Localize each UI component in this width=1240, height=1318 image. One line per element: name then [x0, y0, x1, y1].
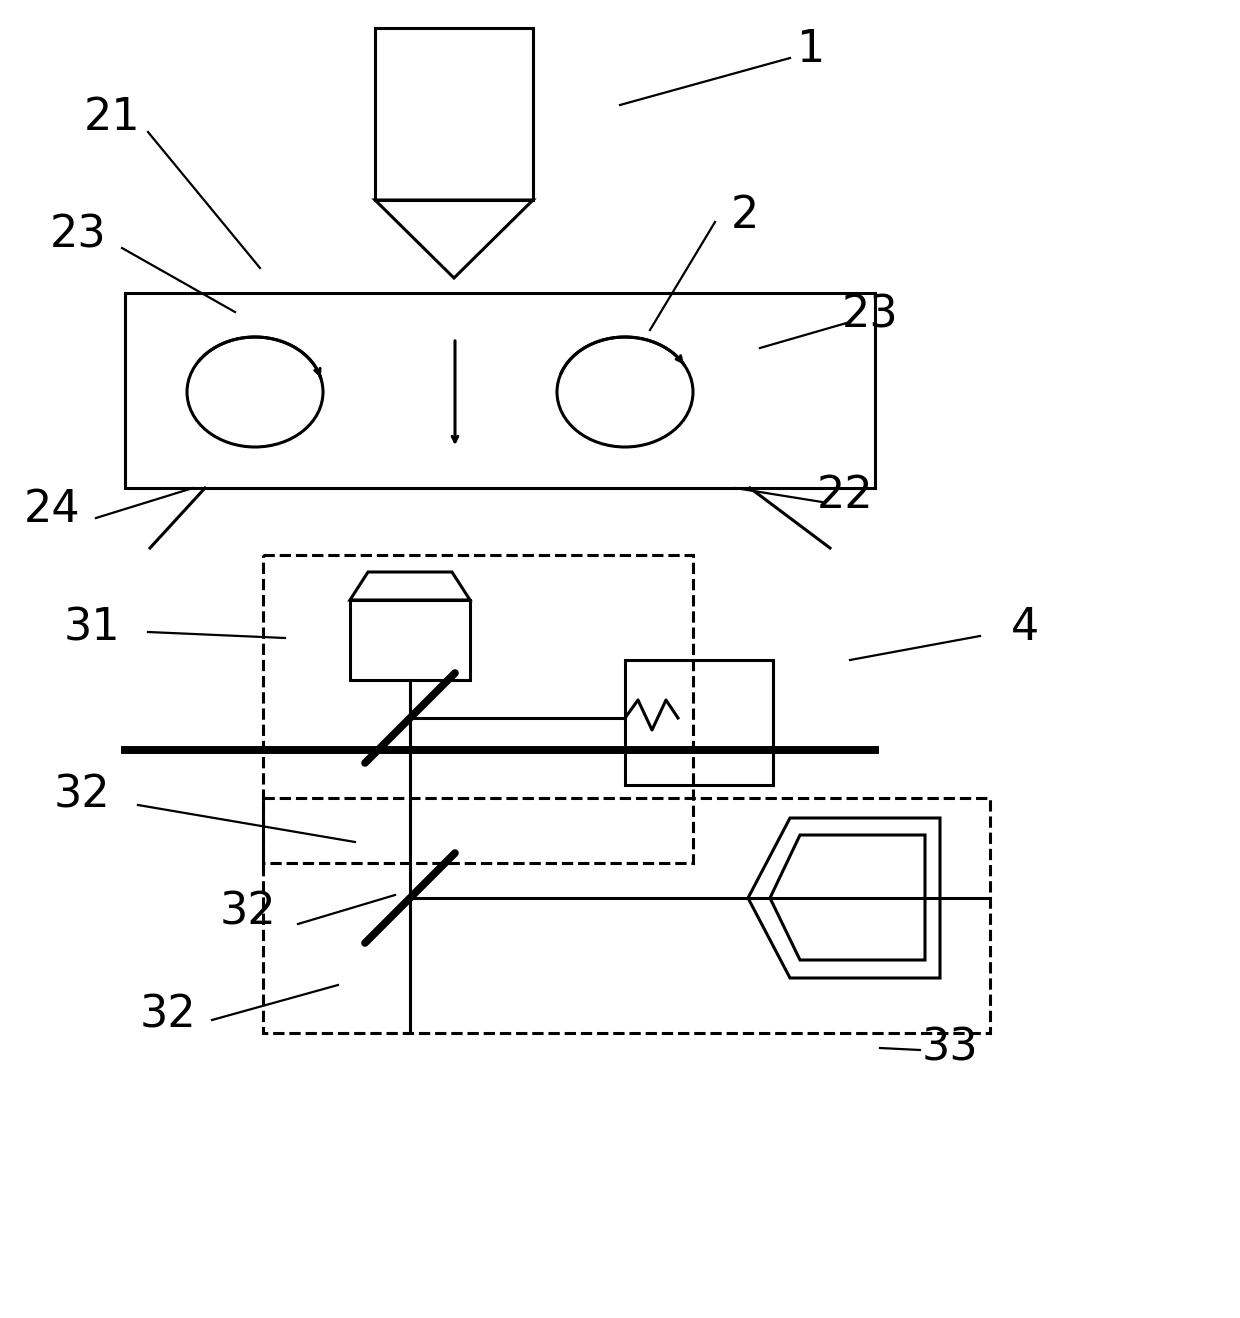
Text: 1: 1	[796, 29, 825, 71]
Text: 23: 23	[50, 214, 107, 257]
Text: 33: 33	[921, 1027, 978, 1069]
Text: 21: 21	[83, 96, 140, 140]
Bar	[263, 555, 693, 863]
Text: 4: 4	[1011, 606, 1039, 650]
Text: 32: 32	[140, 994, 196, 1036]
Text: 32: 32	[53, 774, 110, 816]
Text: 2: 2	[730, 194, 759, 236]
Text: 32: 32	[219, 891, 277, 933]
Text: 23: 23	[842, 294, 898, 336]
Text: 31: 31	[63, 606, 120, 650]
Bar	[125, 293, 875, 488]
Text: 22: 22	[817, 473, 873, 517]
Text: 24: 24	[24, 489, 81, 531]
Bar	[625, 660, 773, 786]
Bar	[263, 797, 990, 1033]
Bar	[374, 28, 533, 200]
